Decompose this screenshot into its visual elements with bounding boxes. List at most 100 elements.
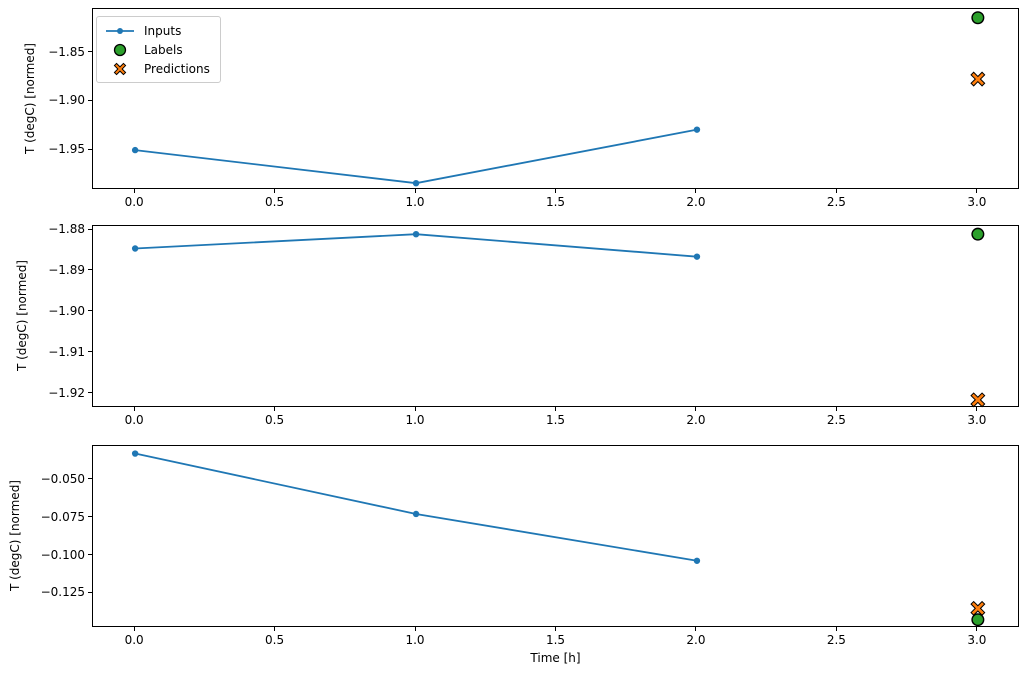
input-point-marker (131, 450, 139, 457)
x-tick (695, 627, 697, 631)
x-tick-label: 2.0 (686, 195, 706, 209)
x-tick (133, 627, 135, 631)
x-tick-label: 0.5 (265, 633, 285, 647)
input-point-marker (693, 253, 701, 260)
subplot-2-canvas (131, 227, 986, 408)
x-tick-label: 2.5 (826, 633, 846, 647)
y-tick (88, 478, 92, 480)
predictions-marker (970, 600, 986, 616)
x-tick-label: 1.5 (545, 195, 566, 209)
labels-marker (971, 227, 985, 241)
x-tick (274, 407, 276, 411)
legend-sample-inputs-icon (106, 27, 134, 34)
subplot-2-axes (92, 225, 1019, 408)
x-tick (414, 627, 416, 631)
legend-sample-labels-icon (113, 43, 127, 56)
y-tick (88, 148, 92, 150)
x-tick (695, 189, 697, 193)
y-tick (88, 228, 92, 230)
x-tick-label: 0.0 (124, 195, 144, 209)
y-tick (88, 351, 92, 353)
x-axis-label: Time [h] (530, 651, 581, 665)
x-tick-label: 0.0 (124, 633, 144, 647)
x-tick-label: 3.0 (967, 413, 987, 427)
y-tick-label: −1.91 (48, 344, 85, 359)
subplot-1-canvas (131, 11, 986, 187)
x-tick-label: 1.0 (405, 413, 425, 427)
x-tick (555, 407, 556, 411)
y-axis-label: T (degC) [normed] (20, 8, 40, 189)
x-tick-label: 1.0 (405, 195, 425, 209)
x-tick-label: 1.0 (405, 633, 425, 647)
x-tick-label: 2.5 (826, 195, 846, 209)
legend-label: Inputs (144, 23, 182, 38)
legend-item-labels: Labels (104, 40, 210, 59)
legend-item-predictions: Predictions (104, 59, 210, 78)
y-tick (88, 392, 92, 394)
y-tick-label: −0.100 (40, 547, 85, 562)
y-tick-label: −1.90 (48, 93, 85, 108)
y-tick (88, 591, 92, 593)
y-tick (88, 516, 92, 518)
legend: Inputs Labels Predictions (96, 16, 221, 83)
x-tick (133, 189, 135, 193)
input-point-marker (412, 179, 420, 187)
y-tick-label: −0.125 (40, 585, 85, 600)
input-point-marker (693, 557, 701, 564)
x-tick-label: 2.5 (826, 413, 846, 427)
subplot-3-canvas (131, 450, 986, 627)
y-tick-label: −0.050 (40, 471, 85, 486)
y-tick (88, 269, 92, 271)
x-tick-label: 0.0 (124, 413, 144, 427)
input-point-marker (131, 146, 139, 154)
y-tick-label: −1.88 (48, 222, 85, 237)
input-point-marker (131, 245, 139, 252)
y-tick-label: −1.90 (48, 303, 85, 318)
y-tick-label: −1.95 (48, 142, 85, 157)
x-tick-label: 1.5 (545, 633, 566, 647)
inputs-line (135, 128, 698, 185)
legend-label: Predictions (144, 61, 210, 76)
x-tick (695, 407, 697, 411)
legend-label: Labels (144, 42, 183, 57)
x-tick-label: 2.0 (686, 633, 706, 647)
y-tick-label: −1.85 (48, 44, 85, 59)
x-tick-label: 2.0 (686, 413, 706, 427)
y-tick-label: −0.075 (40, 509, 85, 524)
legend-sample-predictions-icon (113, 62, 127, 75)
y-tick-label: −1.89 (48, 262, 85, 277)
inputs-line (134, 452, 698, 562)
x-tick (133, 407, 135, 411)
x-tick (274, 189, 276, 193)
inputs-line (135, 233, 698, 258)
legend-item-inputs: Inputs (104, 21, 210, 40)
input-point-marker (693, 126, 701, 133)
y-tick (88, 554, 92, 555)
x-tick (414, 407, 416, 411)
y-tick (88, 310, 92, 312)
y-axis-label-text: T (degC) [normed] (23, 42, 37, 155)
x-tick-label: 3.0 (967, 195, 987, 209)
y-axis-label: T (degC) [normed] (12, 225, 32, 407)
x-tick (555, 189, 556, 193)
subplot-1-axes (92, 8, 1019, 189)
predictions-marker (970, 71, 986, 87)
y-tick-label: −1.92 (48, 385, 85, 400)
labels-marker (971, 613, 985, 627)
x-tick-label: 3.0 (967, 633, 987, 647)
x-tick-label: 0.5 (265, 413, 285, 427)
x-tick (976, 627, 978, 631)
x-tick (555, 627, 556, 631)
subplot-3-axes (92, 445, 1019, 627)
x-tick (835, 189, 837, 193)
y-tick (88, 99, 92, 101)
x-tick (976, 189, 978, 193)
x-tick (274, 627, 276, 631)
labels-marker (971, 11, 985, 25)
x-tick (414, 189, 416, 193)
y-axis-label: T (degC) [normed] (5, 445, 25, 627)
y-tick (88, 51, 92, 53)
predictions-marker (970, 392, 986, 408)
x-tick (976, 407, 978, 411)
